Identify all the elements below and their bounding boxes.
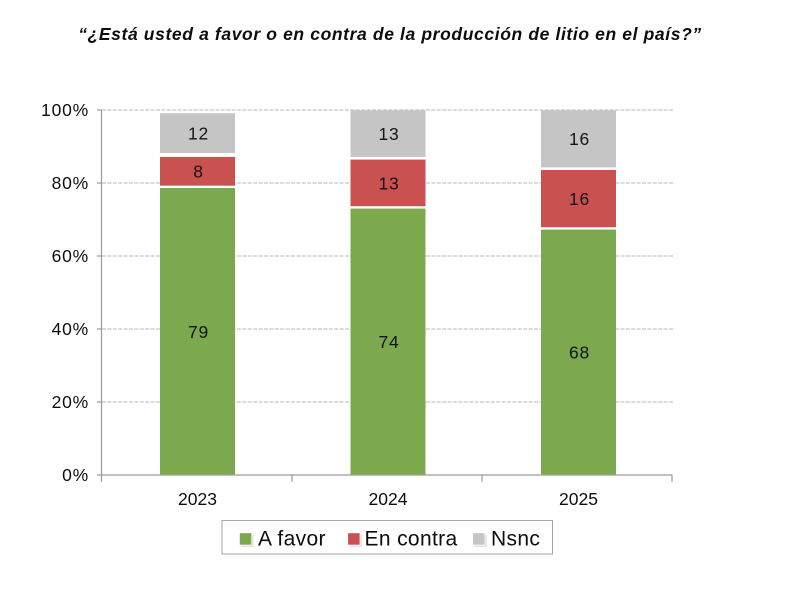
svg-text:20%: 20%	[52, 392, 89, 412]
svg-text:Nsnc: Nsnc	[491, 528, 540, 551]
svg-text:12: 12	[188, 124, 209, 144]
svg-text:“¿Está usted a favor o en cont: “¿Está usted a favor o en contra de la p…	[78, 24, 702, 44]
svg-text:2023: 2023	[178, 489, 217, 509]
svg-text:13: 13	[378, 173, 399, 193]
svg-text:0%: 0%	[62, 465, 89, 485]
svg-text:2025: 2025	[559, 489, 598, 509]
svg-text:2024: 2024	[369, 489, 408, 509]
svg-text:68: 68	[569, 343, 590, 363]
svg-text:8: 8	[193, 162, 204, 182]
svg-text:En contra: En contra	[365, 528, 458, 551]
svg-text:16: 16	[569, 189, 590, 209]
svg-text:13: 13	[378, 124, 399, 144]
svg-text:60%: 60%	[52, 246, 89, 266]
svg-text:A favor: A favor	[258, 528, 326, 551]
svg-text:100%: 100%	[41, 100, 89, 120]
svg-text:79: 79	[188, 322, 209, 342]
svg-text:80%: 80%	[52, 173, 89, 193]
svg-text:40%: 40%	[52, 319, 89, 339]
svg-text:74: 74	[378, 332, 399, 352]
svg-text:16: 16	[569, 129, 590, 149]
